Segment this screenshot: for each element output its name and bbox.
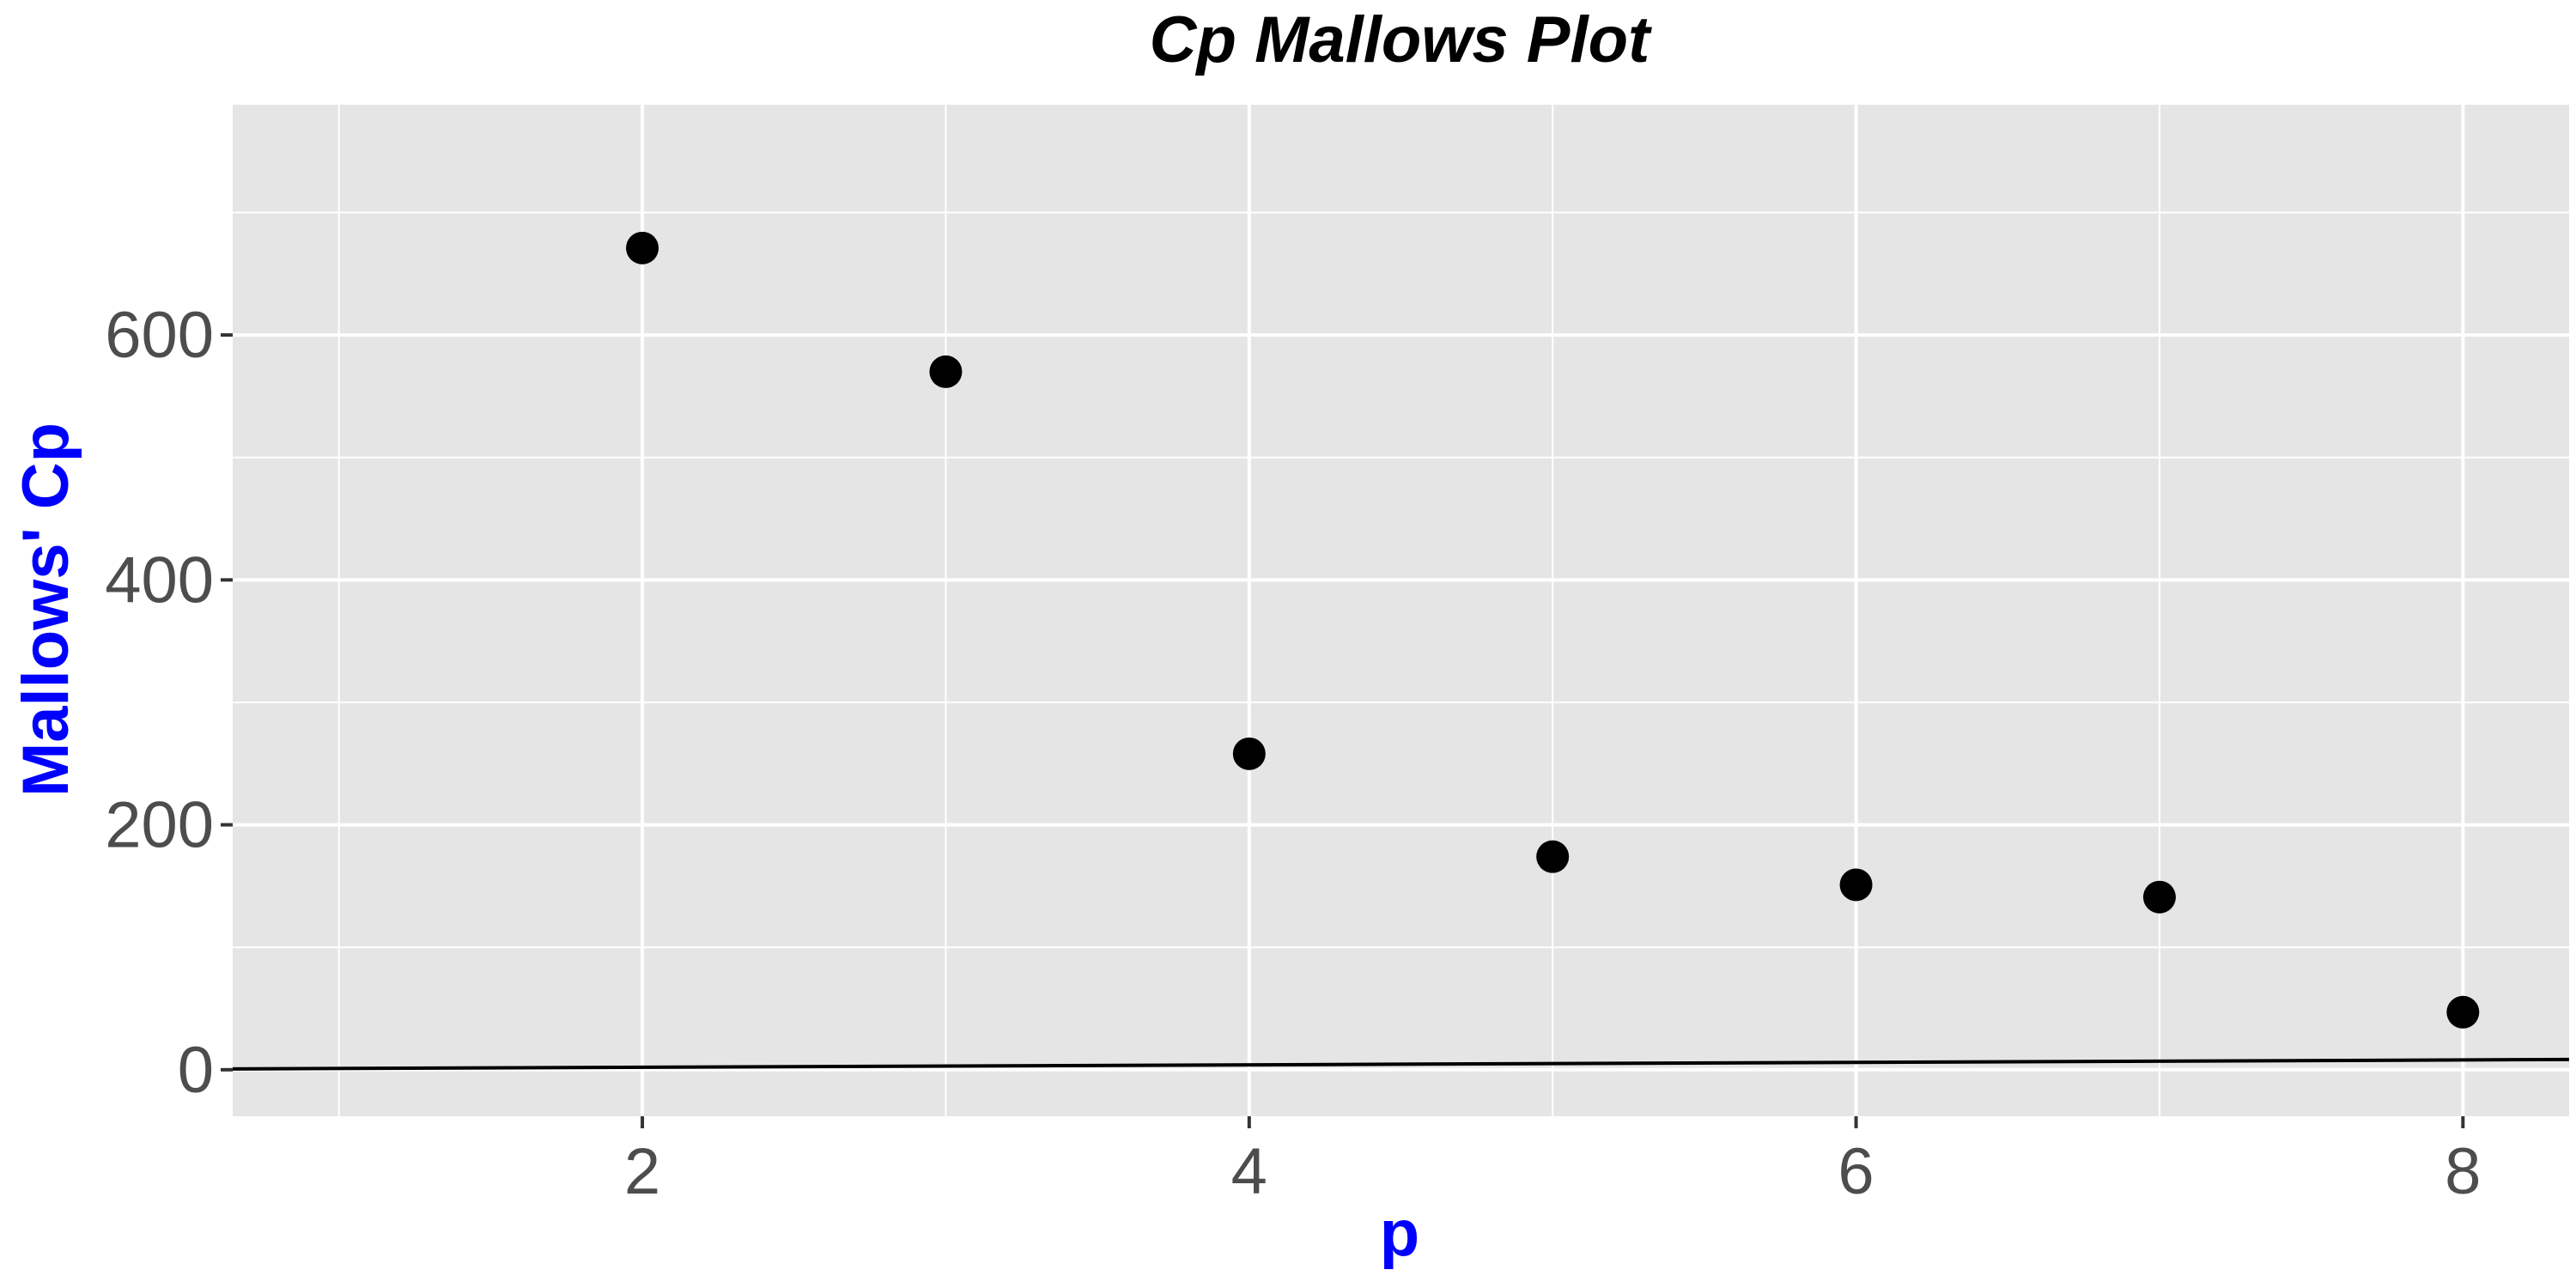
data-point <box>1232 737 1266 770</box>
data-point <box>1536 840 1570 873</box>
x-tick-label: 6 <box>1838 1135 1874 1208</box>
y-tick-label: 200 <box>105 789 214 862</box>
y-tick-label: 600 <box>105 299 214 372</box>
chart-title: Cp Mallows Plot <box>1150 3 1652 76</box>
data-point <box>929 355 963 388</box>
data-point <box>626 231 659 264</box>
reference-line <box>232 1057 2570 1071</box>
major-gridlines <box>233 105 2569 1116</box>
data-points <box>626 231 2480 1029</box>
x-axis-title: p <box>1380 1197 1419 1270</box>
data-point <box>2142 880 2176 914</box>
x-axis: 2 4 6 8 <box>624 1116 2481 1208</box>
x-tick-label: 2 <box>624 1135 660 1208</box>
x-tick-label: 8 <box>2445 1135 2481 1208</box>
y-axis-title: Mallows' Cp <box>9 422 82 797</box>
y-axis: 0 200 400 600 <box>105 299 233 1107</box>
data-point <box>2446 995 2480 1029</box>
y-tick-label: 400 <box>105 544 214 617</box>
y-tick-label: 0 <box>178 1034 214 1107</box>
minor-gridlines <box>233 105 2569 1116</box>
x-tick-label: 4 <box>1231 1135 1267 1208</box>
data-point <box>1839 868 1873 902</box>
reference-line-group <box>232 1057 2570 1071</box>
plot-panel <box>233 105 2569 1116</box>
